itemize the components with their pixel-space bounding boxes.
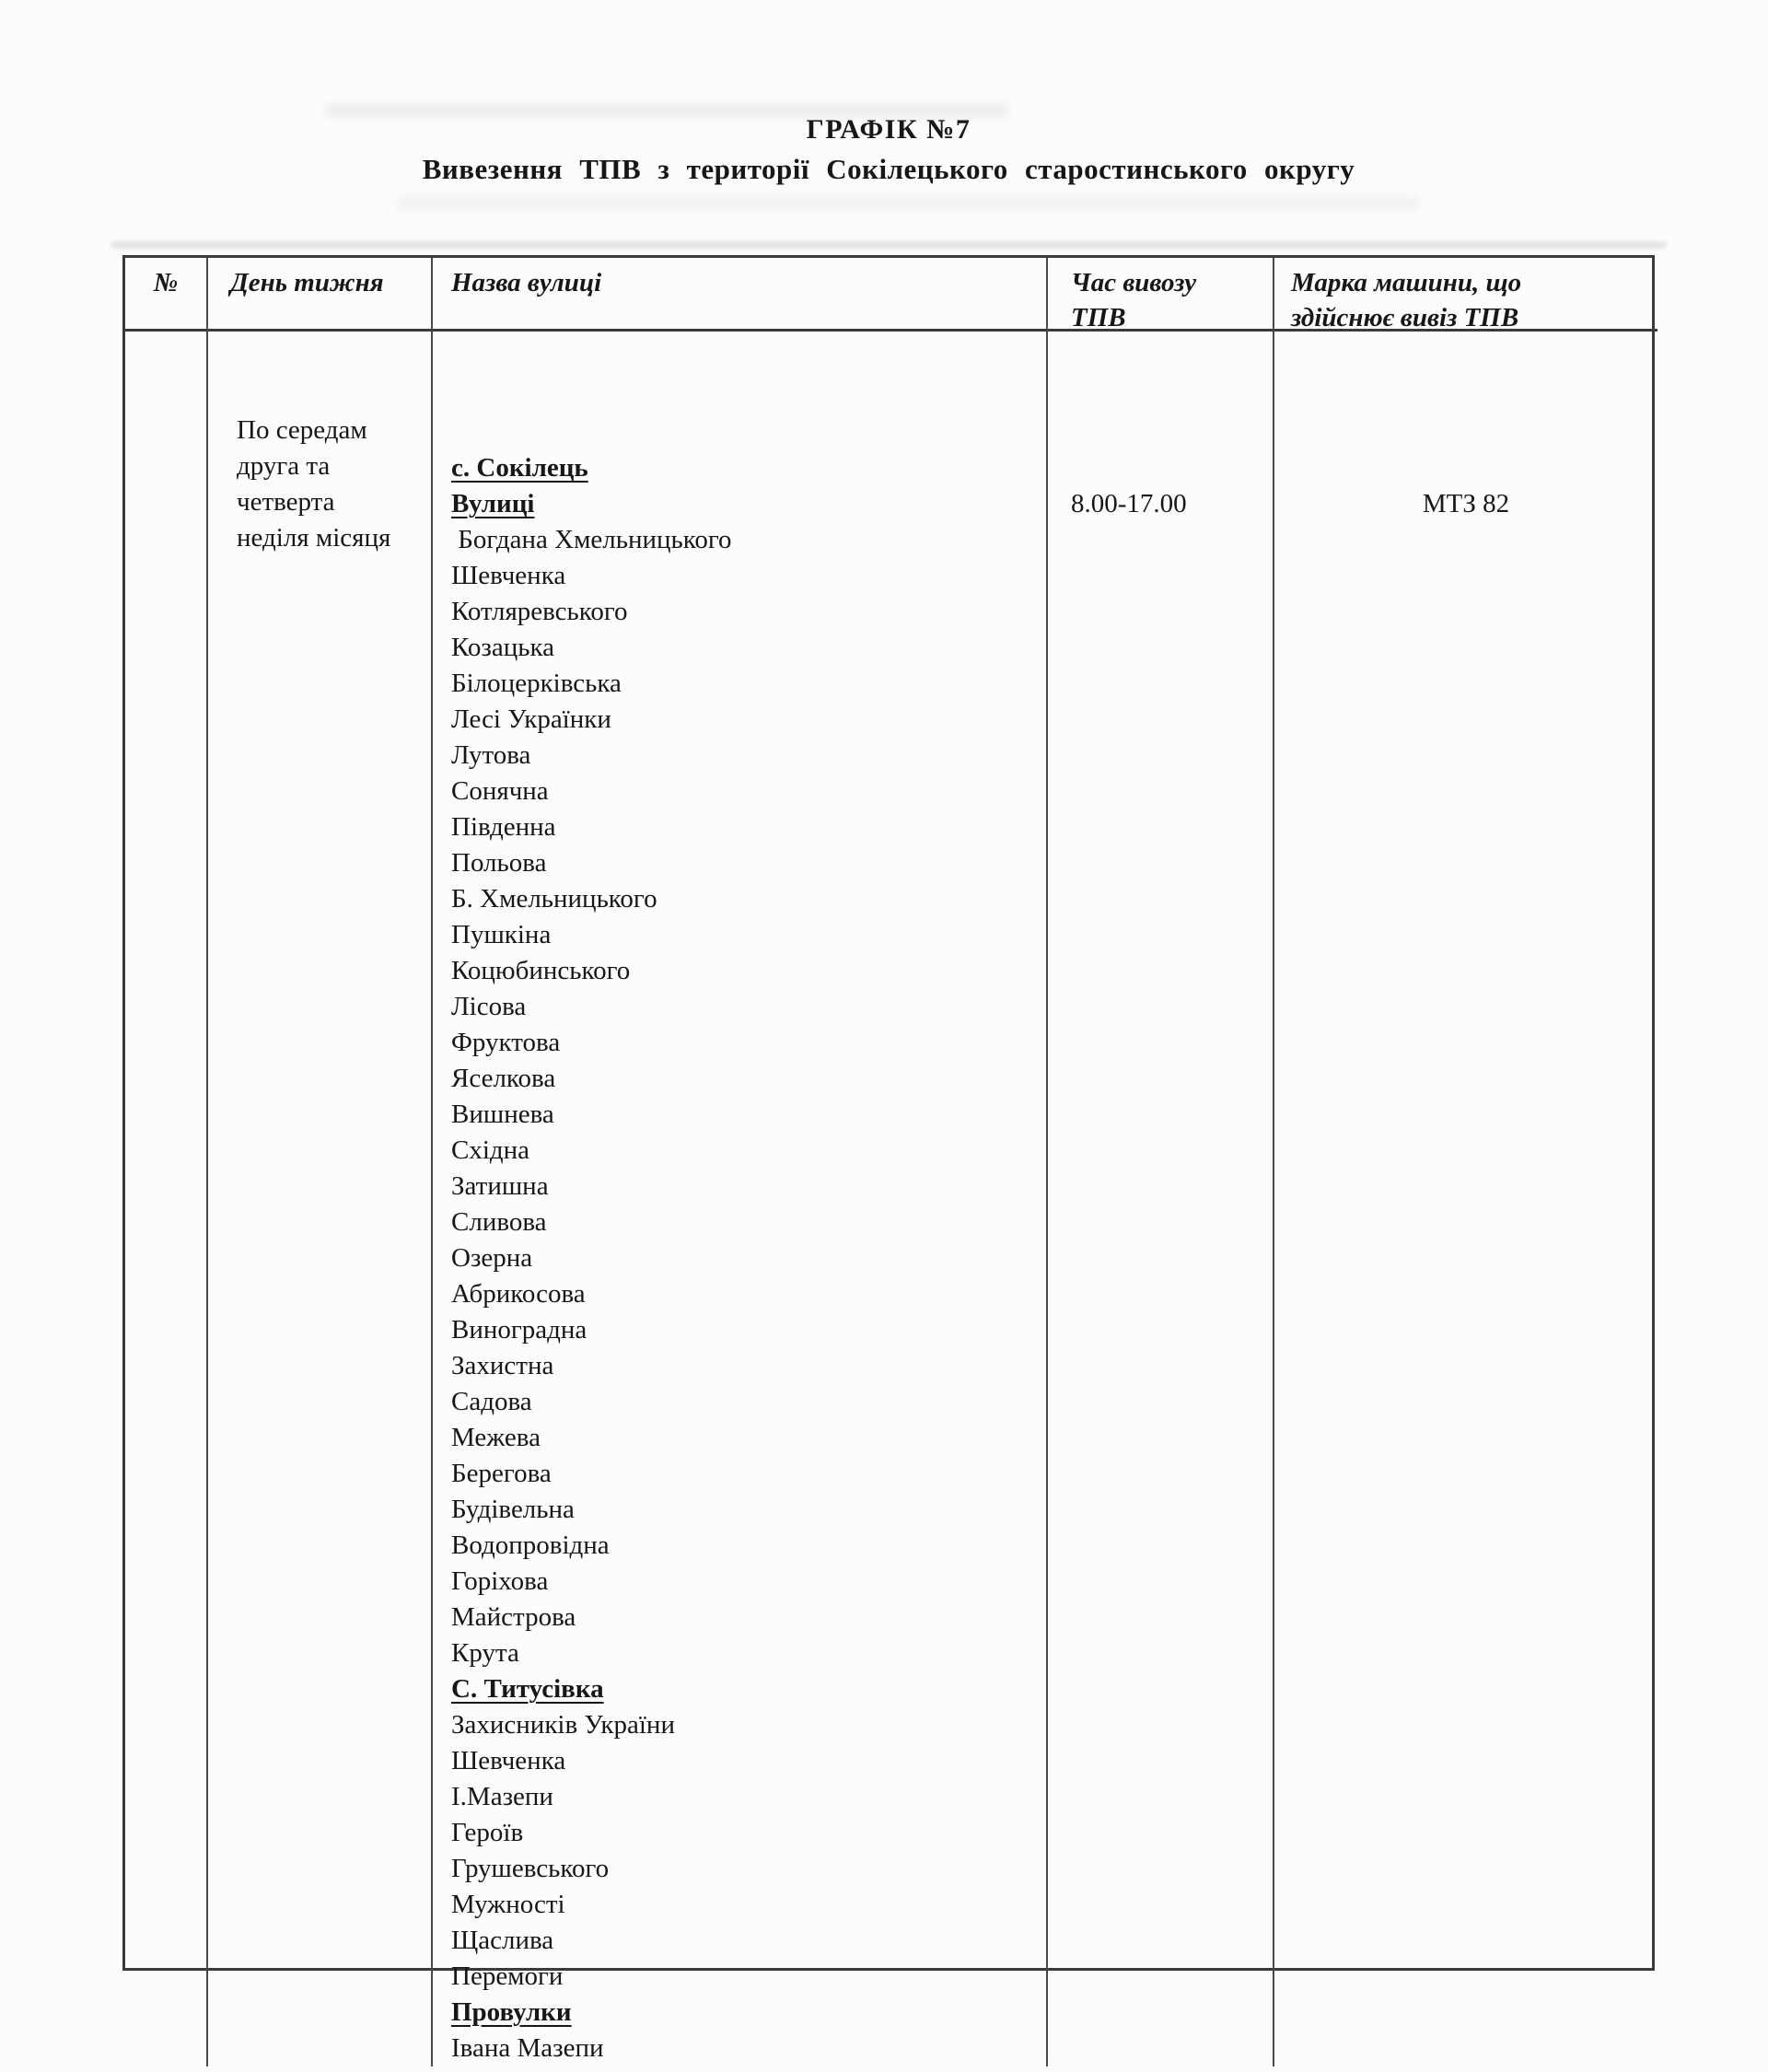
street-line: Захисників України <box>451 1710 675 1740</box>
street-line: Шевченка <box>451 561 566 590</box>
street-line: Водопровідна <box>451 1531 610 1560</box>
street-line: Лесі Українки <box>451 704 611 734</box>
row-time-cell: 8.00-17.00 <box>1048 332 1274 2066</box>
street-line: Лісова <box>451 992 527 1021</box>
header-removal-time: Час вивозу ТПВ <box>1048 258 1274 332</box>
street-line: Сонячна <box>451 776 549 806</box>
street-line: Івана Мазепи <box>451 2033 604 2063</box>
street-line: Майстрова <box>451 1602 576 1632</box>
street-line: Шевченка <box>451 1746 566 1775</box>
street-line: Перемоги <box>451 1961 564 1991</box>
schedule-table: № День тижня Назва вулиці Час вивозу ТПВ… <box>122 255 1658 2066</box>
header-removal-time-line2: ТПВ <box>1071 303 1126 332</box>
street-line: І.Мазепи <box>451 1782 553 1811</box>
day-line: По середам <box>237 415 367 445</box>
street-line: с. Сокілець <box>451 453 588 483</box>
street-line: Героїв <box>451 1818 524 1847</box>
header-removal-time-line1: Час вивозу <box>1071 268 1197 297</box>
header-machine-brand-line2: здійснює вивіз ТПВ <box>1291 303 1519 332</box>
street-line: Виноградна <box>451 1315 587 1344</box>
street-line: Фруктова <box>451 1028 561 1057</box>
street-line: Захистна <box>451 1351 554 1380</box>
street-line: Садова <box>451 1387 532 1416</box>
header-street-name: Назва вулиці <box>433 258 1048 332</box>
street-line: Східна <box>451 1135 530 1165</box>
row-number-cell <box>125 332 208 2066</box>
street-line: Богдана Хмельницького <box>451 525 732 554</box>
street-line: Сливова <box>451 1207 547 1237</box>
scan-smudge <box>396 197 1418 209</box>
scan-smudge <box>110 241 1667 249</box>
street-line: Коцюбинського <box>451 956 631 985</box>
street-line: Мужності <box>451 1890 565 1919</box>
street-line: Вишнева <box>451 1100 554 1129</box>
street-line: Провулки <box>451 1997 572 2027</box>
street-line: Щаслива <box>451 1926 554 1955</box>
row-day-cell: По середам друга та четверта неділя місяця <box>208 332 433 2066</box>
street-line: Пушкіна <box>451 920 552 949</box>
row-machine-cell: МТЗ 82 <box>1422 489 1510 518</box>
header-number: № <box>125 258 208 332</box>
street-line: Озерна <box>451 1243 533 1273</box>
street-line: Затишна <box>451 1171 549 1201</box>
header-machine-brand: Марка машини, що здійснює вивіз ТПВ <box>1274 258 1658 332</box>
scan-smudge <box>327 103 1008 118</box>
day-line: неділя місяця <box>237 523 391 553</box>
street-line: Абрикосова <box>451 1279 586 1309</box>
street-line: Грушевського <box>451 1854 610 1883</box>
street-line: Білоцерківська <box>451 669 622 698</box>
street-line: Межева <box>451 1423 541 1452</box>
day-line: друга та <box>237 451 331 481</box>
street-line: Яселкова <box>451 1064 556 1093</box>
header-machine-brand-line1: Марка машини, що <box>1291 268 1522 297</box>
day-line: четверта <box>237 487 335 517</box>
street-line: Південна <box>451 812 556 842</box>
street-line: Будівельна <box>451 1495 575 1524</box>
street-line: С. Титусівка <box>451 1674 604 1704</box>
street-line: Берегова <box>451 1459 552 1488</box>
street-line: Польова <box>451 848 547 878</box>
street-line: Козацька <box>451 633 554 662</box>
row-street-list-cell: с. Сокілець Вулиці Богдана Хмельницького Ш… <box>433 332 1048 2066</box>
street-line: Вулиці <box>451 489 535 518</box>
document-title: ГРАФІК №7 <box>806 114 971 145</box>
header-day-of-week: День тижня <box>208 258 433 332</box>
street-line: Котляревського <box>451 597 628 626</box>
street-line: Б. Хмельницького <box>451 884 657 914</box>
street-line: Горіхова <box>451 1566 549 1596</box>
street-line: Лутова <box>451 740 531 770</box>
street-line: Крута <box>451 1638 519 1668</box>
document-subtitle: Вивезення ТПВ з території Сокілецького с… <box>422 153 1355 185</box>
